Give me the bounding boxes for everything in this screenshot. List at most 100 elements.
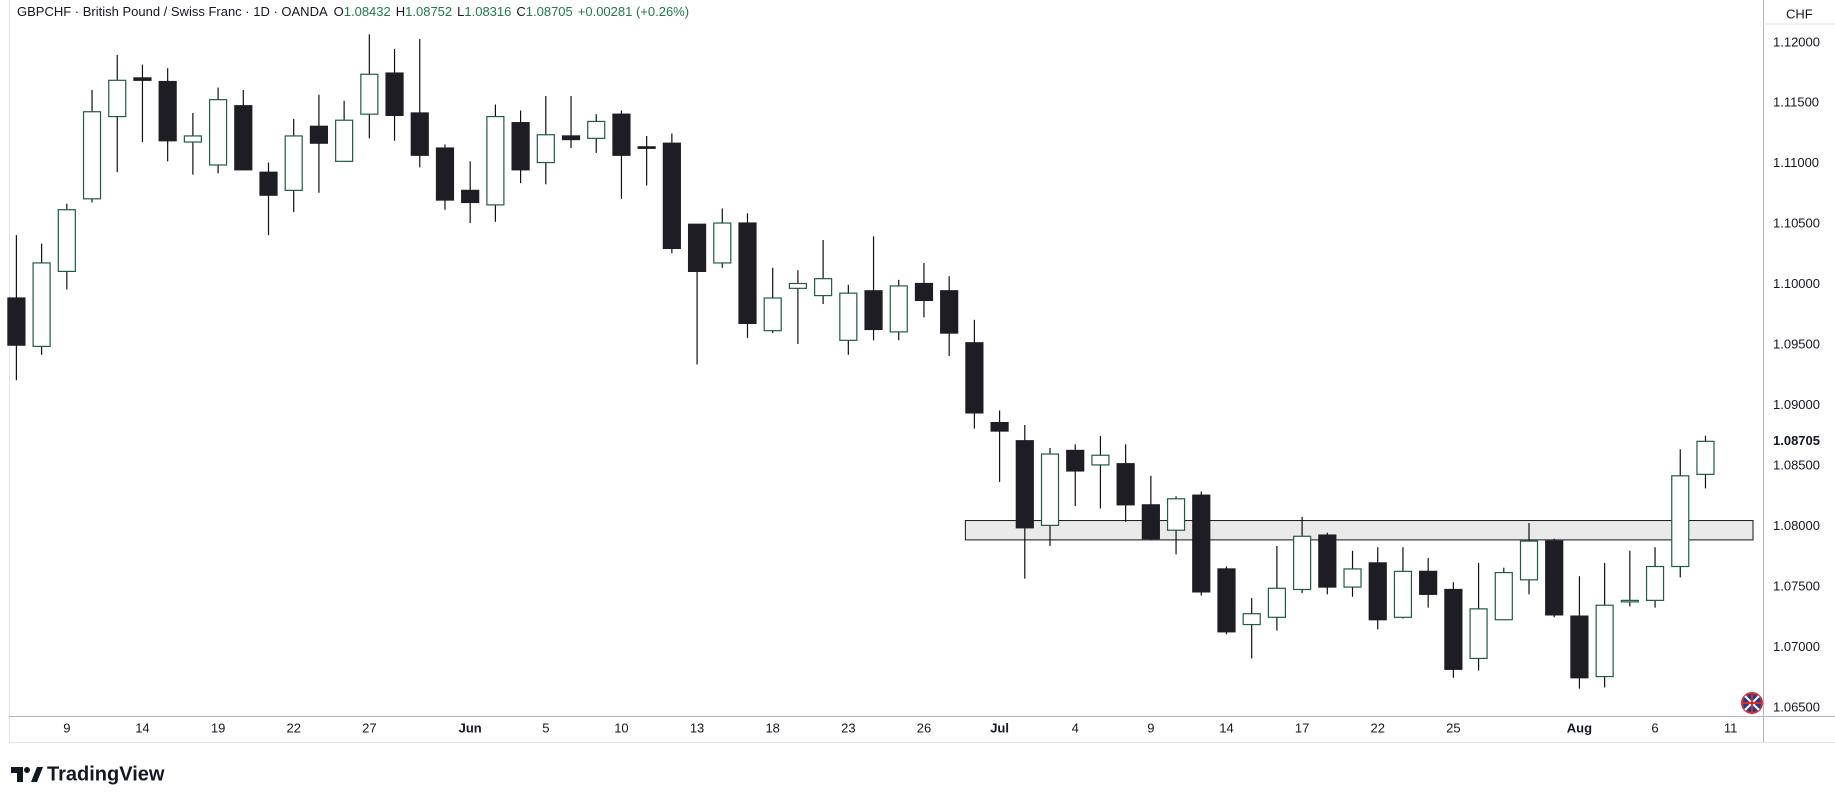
y-tick-label: 1.09500 <box>1773 337 1820 352</box>
x-tick-label: 9 <box>1147 720 1154 735</box>
candle-body-up <box>1469 608 1488 660</box>
candle-body-down <box>1419 570 1438 595</box>
ohlc-label: O <box>334 4 344 19</box>
candle-body-down <box>1545 540 1564 616</box>
y-tick-label: 1.11000 <box>1773 155 1819 170</box>
y-tick-label: 1.11500 <box>1773 95 1819 110</box>
candle-body-up <box>536 134 555 164</box>
y-tick-label: 1.06500 <box>1773 699 1820 714</box>
x-tick-label: 22 <box>1371 720 1385 735</box>
x-tick-label: 17 <box>1295 720 1309 735</box>
x-tick-label: 23 <box>841 720 855 735</box>
candle-body-down <box>1444 588 1463 670</box>
x-tick-label: Aug <box>1567 720 1592 735</box>
x-tick-label: 11 <box>1724 720 1738 735</box>
candle-body-down <box>687 223 707 273</box>
x-tick-label: 13 <box>690 720 704 735</box>
brand-name: TradingView <box>47 763 165 785</box>
candle-body-up <box>1293 535 1312 591</box>
x-tick-label: 6 <box>1651 720 1658 735</box>
candle-body-down <box>914 282 934 302</box>
candle-body-up <box>108 79 127 118</box>
ohlc-value: 1.08432 <box>344 4 391 19</box>
candle-body-up <box>587 120 606 139</box>
candle-body-down <box>738 222 757 325</box>
logo-mark <box>11 767 23 782</box>
candle-body-down <box>410 112 429 156</box>
support-zone <box>964 520 1754 541</box>
candle-body-down <box>637 146 656 149</box>
candle-body-up <box>1671 475 1690 568</box>
last-price-label: 1.08705 <box>1773 433 1820 448</box>
x-tick-label: 9 <box>63 720 70 735</box>
candle-body-up <box>1343 568 1362 588</box>
candle-body-up <box>57 209 76 273</box>
y-tick-label: 1.08500 <box>1773 458 1820 473</box>
x-tick-label: 26 <box>917 720 931 735</box>
logo-mark <box>31 767 43 782</box>
candle-body-down <box>990 421 1009 432</box>
ohlc-value: 1.08316 <box>464 4 511 19</box>
candle-body-up <box>486 115 505 206</box>
candle-body-up <box>1645 565 1665 601</box>
candle-body-up <box>360 73 379 115</box>
candle-body-up <box>32 262 51 347</box>
candle-body-down <box>561 135 581 141</box>
flag-cross <box>1743 694 1761 712</box>
x-tick-label: 22 <box>286 720 300 735</box>
change-value: +0.00281 (+0.26%) <box>578 4 689 19</box>
candle-body-down <box>1141 504 1160 540</box>
candle-body-down <box>158 80 177 142</box>
candle-body-down <box>234 105 253 171</box>
candle-body-down <box>1368 562 1387 621</box>
candle-body-down <box>864 290 883 331</box>
y-tick-label: 1.09000 <box>1773 397 1820 412</box>
x-tick-label: 18 <box>765 720 779 735</box>
candle-body-up <box>839 292 858 341</box>
candle-body-down <box>662 142 681 250</box>
x-tick-label: 4 <box>1072 720 1079 735</box>
x-tick-label: Jul <box>990 720 1009 735</box>
y-tick-label: 1.12000 <box>1773 34 1820 49</box>
candle-body-down <box>511 122 530 171</box>
candle-body-down <box>1570 615 1589 679</box>
candle-body-down <box>133 77 152 81</box>
candle-body-up <box>335 119 354 162</box>
y-tick-label: 1.07500 <box>1773 579 1820 594</box>
candle-body-down <box>7 297 26 346</box>
candle-body-up <box>788 282 808 289</box>
symbol-header: GBPCHF · British Pound / Swiss Franc · 1… <box>17 4 689 19</box>
candle-body-up <box>1040 453 1060 526</box>
candle-body-up <box>284 135 303 191</box>
x-tick-label: 10 <box>614 720 628 735</box>
candle-body-down <box>612 113 631 156</box>
ohlc-value: 1.08752 <box>405 4 452 19</box>
candle-body-up <box>183 135 202 143</box>
candle-body-up <box>82 111 102 200</box>
y-tick-label: 1.07000 <box>1773 639 1820 654</box>
ohlc-label: C <box>516 4 525 19</box>
candle-body-down <box>309 125 329 144</box>
candle-body-up <box>1166 498 1186 531</box>
x-tick-label: 25 <box>1446 720 1460 735</box>
ohlc-label: L <box>457 4 464 19</box>
candle-body-up <box>713 222 732 264</box>
candle-body-down <box>1066 449 1085 472</box>
logo-mark <box>24 767 30 773</box>
candle-body-up <box>1696 440 1715 475</box>
candle-body-up <box>814 278 833 297</box>
ohlc-label: H <box>396 4 405 19</box>
candle-body-up <box>1393 570 1413 618</box>
candle-body-up <box>1267 587 1287 618</box>
candle-body-down <box>1318 534 1337 588</box>
y-tick-label: 1.10000 <box>1773 276 1820 291</box>
candle-body-down <box>940 290 959 334</box>
candle-body-up <box>889 285 908 333</box>
candle-body-up <box>208 99 228 166</box>
candle-body-down <box>1217 568 1236 633</box>
x-tick-label: 14 <box>135 720 149 735</box>
candle-body-up <box>1494 571 1513 621</box>
